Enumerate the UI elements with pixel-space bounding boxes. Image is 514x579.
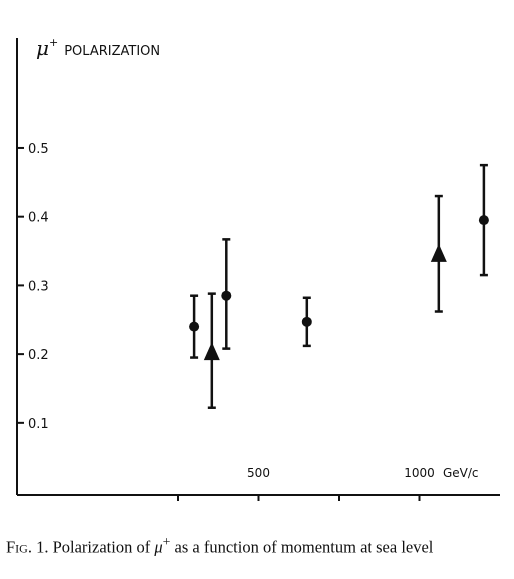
y-tick-label-4: 0.5 bbox=[28, 142, 49, 157]
series-0-point-0-circle-marker bbox=[189, 321, 200, 332]
y-tick-label-1: 0.2 bbox=[28, 348, 49, 363]
caption-superscript: + bbox=[162, 534, 171, 549]
x-tick-label-0: 500 bbox=[247, 466, 270, 480]
series-0-point-3-circle-marker bbox=[478, 215, 489, 226]
series-1-point-1-triangle-marker bbox=[430, 243, 447, 262]
y-tick-label-2: 0.3 bbox=[28, 279, 49, 294]
figure-caption: Fig. 1. Polarization of μ+ as a function… bbox=[6, 532, 510, 558]
x-tick-label-1: 1000 bbox=[404, 466, 435, 480]
series-1-point-0-triangle-marker bbox=[203, 342, 220, 361]
chart: 0.1 0.2 0.3 0.4 0.5 500 1000 μ+POLARIZATION G… bbox=[16, 36, 500, 501]
caption-text-2: as a function of momentum at sea level bbox=[174, 537, 434, 557]
y-tick-label-0: 0.1 bbox=[28, 417, 49, 432]
series-0-point-2-circle-marker bbox=[301, 316, 312, 327]
y-tick-label-3: 0.4 bbox=[28, 211, 49, 226]
caption-symbol: μ bbox=[154, 537, 163, 557]
figure-number: Fig. 1. bbox=[6, 537, 49, 557]
x-unit-label: GeV/c bbox=[443, 466, 479, 480]
y-axis-title: μ+POLARIZATION bbox=[36, 36, 160, 60]
caption-text-1: Polarization of bbox=[52, 537, 151, 557]
series-0-point-1-circle-marker bbox=[221, 290, 232, 301]
